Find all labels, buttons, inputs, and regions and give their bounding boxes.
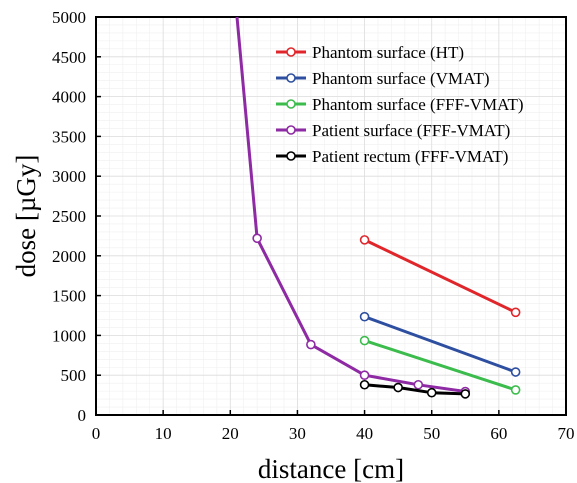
grid: [95, 16, 567, 416]
data-point-patient-rectum-fff-vmat: [393, 382, 403, 393]
legend-label-patient-rectum-fff-vmat: Patient rectum (FFF-VMAT): [312, 147, 508, 166]
data-point-patient-rectum-fff-vmat: [426, 387, 437, 398]
x-tick-label: 60: [490, 424, 507, 443]
y-tick-label: 2500: [52, 207, 86, 226]
series-lines: [235, 16, 521, 399]
x-tick-label: 40: [356, 424, 373, 443]
x-tick-label: 10: [155, 424, 172, 443]
y-tick-label: 3500: [52, 127, 86, 146]
data-point-patient-rectum-fff-vmat: [359, 379, 370, 390]
data-point-patient-surface-fff-vmat: [359, 370, 370, 381]
x-tick-label: 0: [92, 424, 101, 443]
legend-marker-phantom-surface-ht: [286, 47, 296, 57]
axes: 0 10 20 30 40 50 60 70 0 500 1000 1500 2000 2500 3000 3…: [52, 8, 575, 443]
legend-marker-patient-surface-fff-vmat: [286, 125, 296, 135]
y-tick-label: 1500: [52, 287, 86, 306]
x-axis-title: distance [cm]: [258, 454, 404, 483]
data-point-phantom-surface-fff-vmat: [359, 335, 370, 346]
data-point-phantom-surface-vmat: [359, 311, 370, 322]
legend-marker-phantom-surface-vmat: [286, 73, 296, 83]
series-line-patient-surface-fff-vmat: [235, 16, 466, 393]
x-tick-label: 70: [558, 424, 575, 443]
data-point-patient-rectum-fff-vmat: [460, 389, 471, 399]
y-axis-title: dose [µGy]: [11, 155, 41, 278]
legend: Phantom surface (HT) Phantom surface (VMA…: [276, 43, 524, 166]
series-line-phantom-surface-ht: [363, 238, 517, 314]
data-point-patient-surface-fff-vmat: [252, 233, 262, 244]
series-line-patient-rectum-fff-vmat: [364, 383, 466, 396]
y-tick-label: 3000: [52, 167, 86, 186]
y-tick-label: 2000: [52, 247, 86, 266]
y-tick-label: 5000: [52, 8, 86, 27]
legend-label-phantom-surface-fff-vmat: Phantom surface (FFF-VMAT): [312, 95, 524, 114]
data-point-phantom-surface-vmat: [510, 367, 521, 377]
data-point-phantom-surface-ht: [359, 235, 370, 245]
legend-marker-phantom-surface-fff-vmat: [286, 99, 296, 109]
data-point-patient-surface-fff-vmat: [306, 339, 316, 350]
y-tick-label: 500: [61, 366, 87, 385]
series-line-phantom-surface-vmat: [364, 315, 517, 374]
x-tick-label: 20: [222, 424, 239, 443]
legend-label-phantom-surface-vmat: Phantom surface (VMAT): [312, 69, 490, 88]
series-line-phantom-surface-fff-vmat: [364, 339, 517, 392]
y-tick-label: 0: [78, 406, 87, 425]
y-tick-label: 4000: [52, 88, 86, 107]
legend-label-phantom-surface-ht: Phantom surface (HT): [312, 43, 464, 62]
x-tick-label: 50: [423, 424, 440, 443]
legend-marker-patient-rectum-fff-vmat: [286, 151, 296, 161]
x-tick-label: 30: [289, 424, 306, 443]
legend-label-patient-surface-fff-vmat: Patient surface (FFF-VMAT): [312, 121, 510, 140]
y-tick-label: 4500: [52, 48, 86, 67]
y-tick-label: 1000: [52, 326, 86, 345]
data-point-phantom-surface-ht: [510, 307, 521, 318]
data-point-phantom-surface-fff-vmat: [510, 385, 521, 395]
data-point-patient-surface-fff-vmat: [413, 379, 424, 390]
